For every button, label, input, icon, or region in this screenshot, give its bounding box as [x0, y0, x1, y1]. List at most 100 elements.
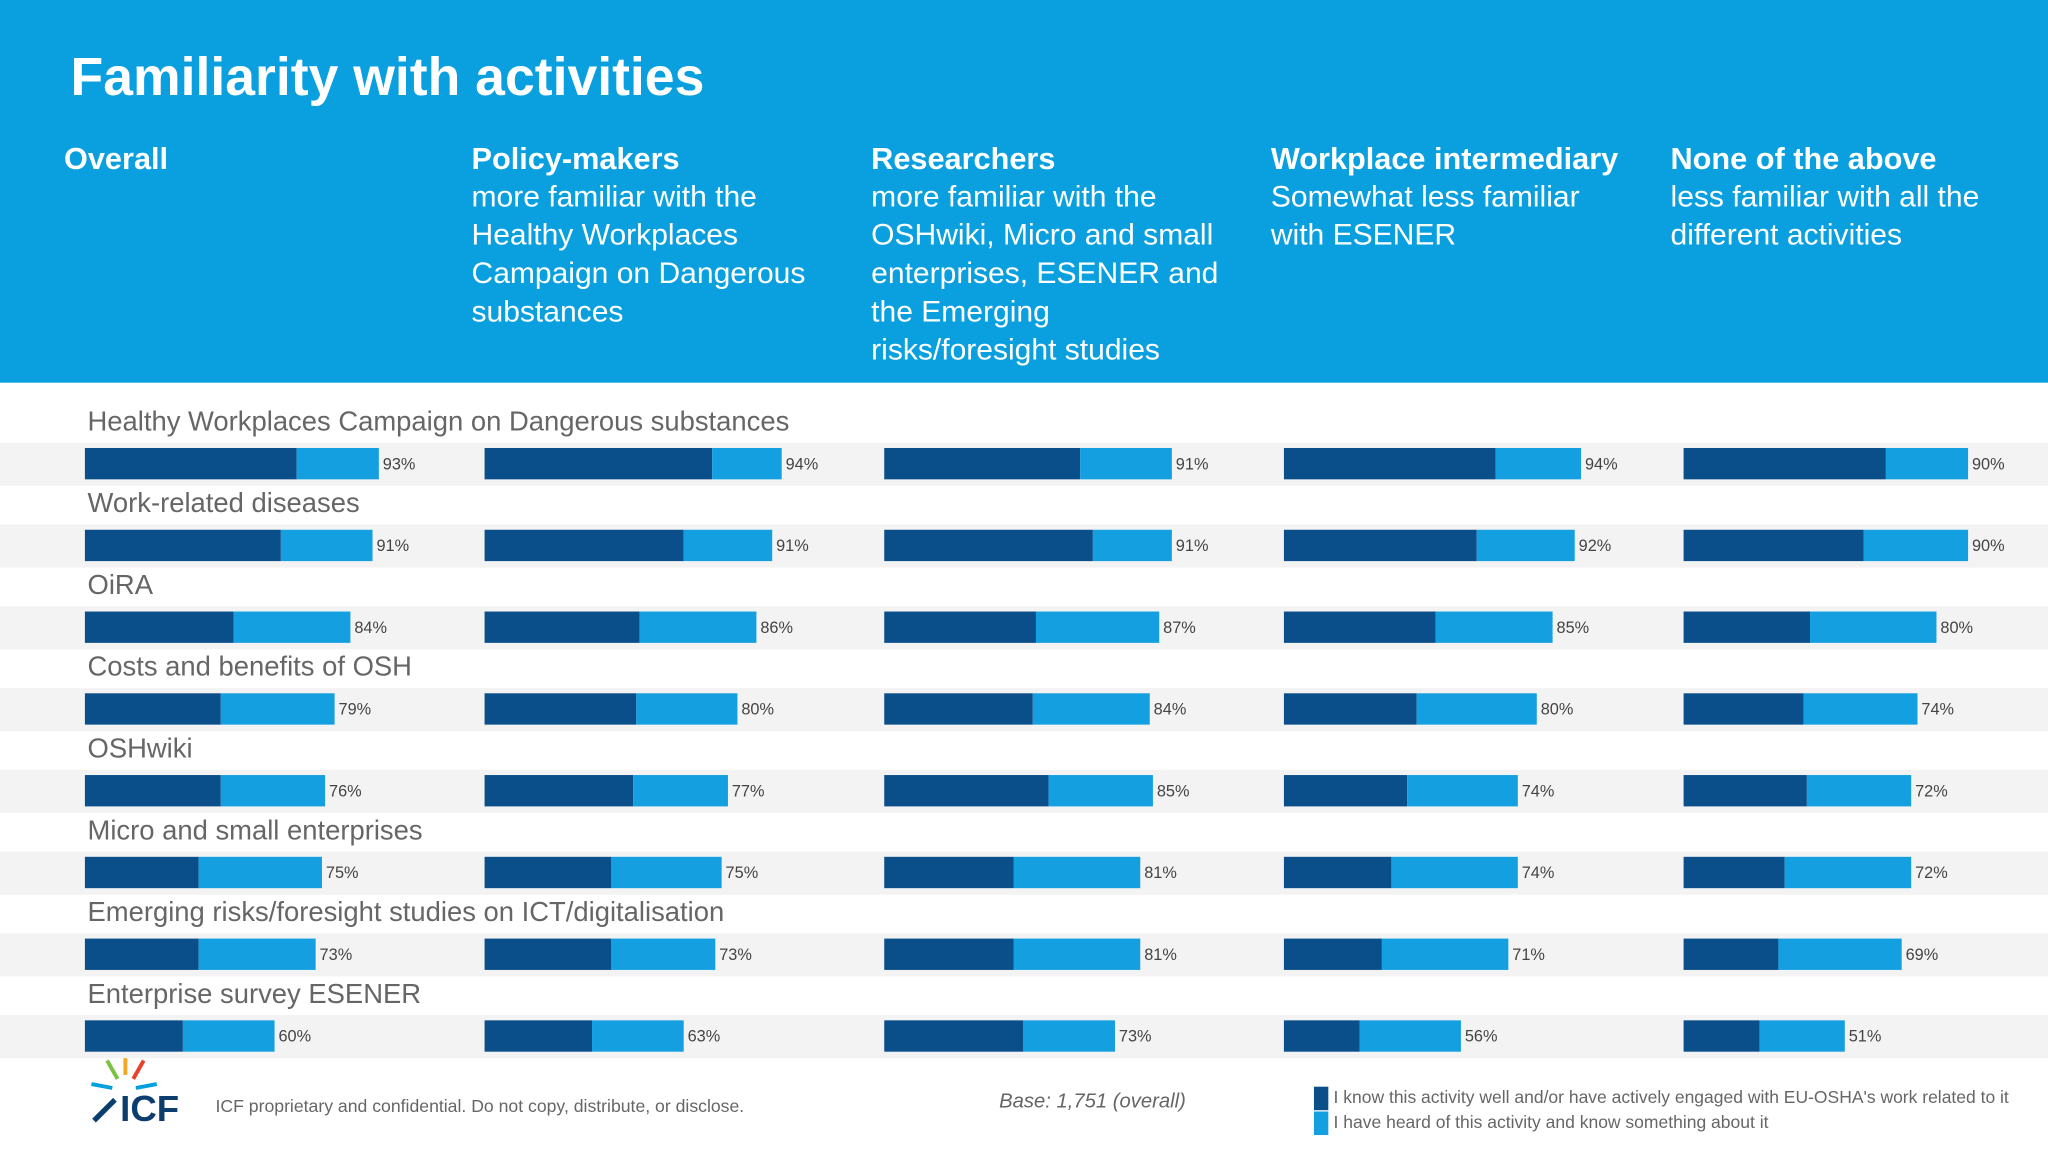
bar-segment [1683, 448, 1886, 480]
bar-segment [592, 1020, 684, 1052]
bar-segment [633, 775, 728, 807]
total-label: 80% [741, 701, 774, 719]
total-label: 80% [1541, 701, 1574, 719]
total-label: 56% [1465, 1028, 1498, 1046]
bar-segment [1283, 1020, 1360, 1052]
bar-segment [84, 529, 281, 562]
legend-label: I know this activity well and/or have ac… [1334, 1087, 2009, 1107]
total-label: 73% [320, 946, 353, 964]
bar-segment [1803, 693, 1918, 725]
total-label: 73% [1119, 1028, 1152, 1046]
bar-segment [1407, 775, 1518, 807]
total-label: 90% [1972, 455, 2005, 473]
panel-subtitle: Campaign on Dangerous [472, 257, 806, 290]
panel-subtitle: substances [472, 295, 624, 328]
bar-segment [1683, 693, 1804, 725]
bar-segment [1683, 856, 1785, 889]
bar-segment [884, 1020, 1024, 1052]
bar-segment [1683, 529, 1864, 562]
bar-segment [198, 856, 322, 889]
bar-segment [1885, 448, 1969, 480]
total-label: 74% [1522, 782, 1555, 800]
bar-segment [611, 938, 716, 970]
panel-subtitle: the Emerging [871, 295, 1050, 328]
panel-title: Workplace intermediary [1271, 141, 1618, 176]
panel-title: Overall [64, 141, 168, 176]
bar-segment [280, 529, 373, 562]
bar-segment [1283, 448, 1496, 480]
bar-segment [484, 1020, 593, 1052]
total-label: 75% [326, 864, 359, 882]
panel-subtitle: more familiar with the [472, 180, 757, 213]
panel-subtitle: with ESENER [1270, 219, 1456, 252]
bar-segment [296, 448, 379, 480]
slide-title: Familiarity with activities [71, 48, 705, 107]
bar-segment [1683, 611, 1811, 643]
logo-text: ICF [120, 1088, 179, 1129]
bar-segment [1810, 611, 1937, 643]
bar-segment [1092, 529, 1172, 562]
total-label: 69% [1906, 946, 1939, 964]
panel-subtitle: OSHwiki, Micro and small [871, 219, 1213, 252]
panel-subtitle: different activities [1671, 219, 1902, 252]
bar-segment [1495, 448, 1582, 480]
total-label: 80% [1940, 619, 1973, 637]
bar-segment [1759, 1020, 1845, 1052]
total-label: 90% [1972, 537, 2005, 555]
total-label: 85% [1557, 619, 1590, 637]
total-label: 51% [1849, 1028, 1882, 1046]
bar-segment [884, 448, 1081, 480]
total-label: 91% [1176, 455, 1209, 473]
panel-subtitle: risks/foresight studies [871, 334, 1160, 367]
total-label: 72% [1915, 864, 1948, 882]
panel-title: Researchers [871, 141, 1055, 176]
bar-segment [220, 693, 335, 725]
category-label: OiRA [88, 569, 154, 600]
total-label: 94% [786, 455, 819, 473]
bar-segment [84, 448, 297, 480]
category-label: Costs and benefits of OSH [88, 651, 412, 682]
bar-segment [1683, 938, 1779, 970]
total-label: 93% [383, 455, 416, 473]
bar-segment [1013, 856, 1141, 889]
bar-segment [1283, 775, 1408, 807]
bar-segment [484, 693, 637, 725]
bar-segment [884, 856, 1014, 889]
panel-subtitle: Healthy Workplaces [472, 219, 739, 252]
total-label: 71% [1512, 946, 1545, 964]
bar-segment [1435, 611, 1553, 643]
bar-segment [484, 856, 612, 889]
legend-swatch [1313, 1086, 1329, 1111]
bar-segment [182, 1020, 275, 1052]
bar-segment [1863, 529, 1969, 562]
bar-segment [84, 938, 199, 970]
bar-segment [1283, 529, 1477, 562]
bar-segment [611, 856, 722, 889]
total-label: 87% [1163, 619, 1196, 637]
logo: ICF [91, 1052, 179, 1129]
total-label: 74% [1921, 701, 1954, 719]
bar-segment [1283, 611, 1436, 643]
bar-segment [84, 856, 199, 889]
bar-segment [1784, 856, 1912, 889]
panel-title: Policy-makers [472, 141, 680, 176]
bar-segment [683, 529, 773, 562]
total-label: 81% [1144, 946, 1177, 964]
category-label: Enterprise survey ESENER [88, 978, 422, 1009]
total-label: 76% [329, 782, 362, 800]
bar-segment [884, 938, 1014, 970]
bar-segment [1359, 1020, 1461, 1052]
total-label: 77% [732, 782, 765, 800]
bar-segment [1035, 611, 1160, 643]
bar-segment [639, 611, 757, 643]
total-label: 92% [1579, 537, 1612, 555]
bar-segment [1013, 938, 1141, 970]
total-label: 84% [354, 619, 387, 637]
panel-subtitle: Somewhat less familiar [1271, 180, 1580, 213]
bar-segment [636, 693, 738, 725]
bar-segment [1778, 938, 1902, 970]
bar-segment [484, 529, 684, 562]
bar-segment [84, 693, 221, 725]
